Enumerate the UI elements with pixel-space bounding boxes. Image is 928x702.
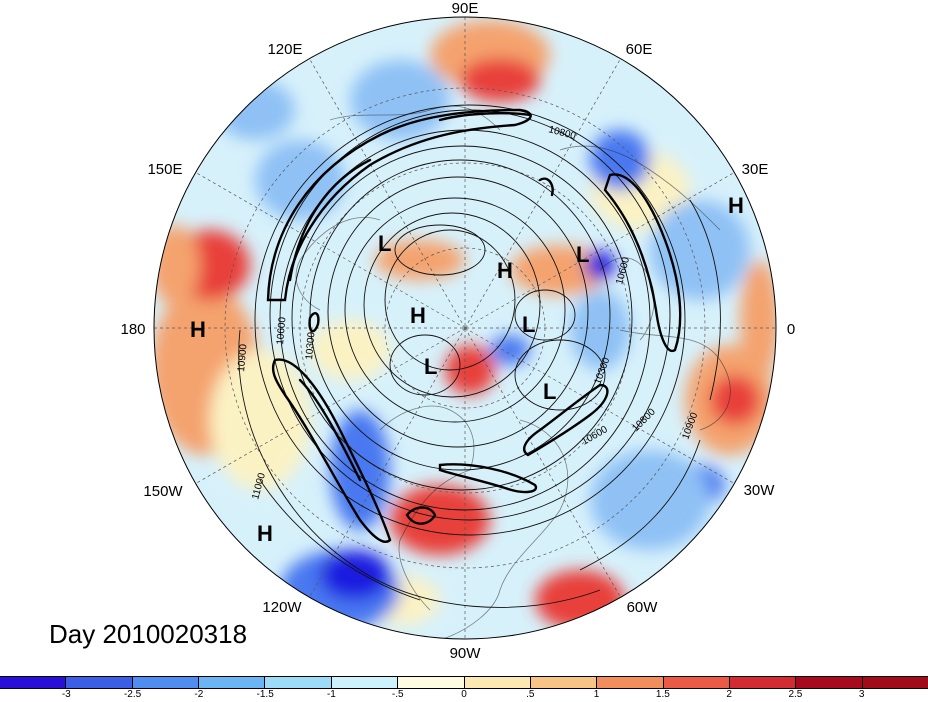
lon-label-90e: 90E — [452, 0, 479, 17]
colorbar-tick-label: 1 — [593, 689, 600, 700]
lon-label-60w: 60W — [627, 599, 659, 616]
low-center: L — [424, 354, 437, 379]
colorbar-swatch — [0, 677, 67, 688]
high-center: H — [190, 317, 206, 342]
colorbar-tick-label: -2 — [194, 689, 204, 700]
contour-label: 10300 — [304, 331, 317, 360]
lon-label-150e: 150E — [147, 161, 182, 178]
colorbar-tick-label: .5 — [526, 689, 535, 700]
lon-label-30w: 30W — [744, 482, 776, 499]
lon-label-0: 0 — [787, 321, 795, 338]
colorbar-swatch — [597, 677, 664, 688]
colorbar-tick-label: -2.5 — [123, 689, 142, 700]
jet-contours — [266, 108, 682, 543]
colorbar-tick-label: -.5 — [391, 689, 404, 700]
colorbar-swatch — [862, 677, 928, 688]
low-center: L — [522, 312, 535, 337]
colorbar-tick-label: -3 — [61, 689, 71, 700]
coastlines — [295, 105, 731, 639]
colorbar-swatch — [132, 677, 200, 688]
lon-label-120w: 120W — [262, 599, 302, 616]
colorbar-tick-label: 0 — [461, 689, 467, 700]
colorbar-swatch — [464, 677, 531, 688]
colorbar-swatch — [530, 677, 598, 688]
lon-label-150w: 150W — [143, 483, 183, 500]
colorbar-tick-label: -1 — [326, 689, 336, 700]
graticule — [154, 17, 776, 639]
colorbar-swatch — [331, 677, 399, 688]
colorbar-tick-label: 2.5 — [788, 689, 803, 700]
high-center: H — [497, 258, 513, 283]
colorbar — [0, 676, 928, 689]
lon-label-90w: 90W — [450, 645, 482, 662]
colorbar-swatch — [663, 677, 730, 688]
contour-label: 10600 — [275, 316, 288, 345]
height-contours — [238, 104, 721, 608]
colorbar-tick-label: 3 — [858, 689, 865, 700]
lon-label-60e: 60E — [626, 41, 653, 58]
colorbar-tick-label: -1.5 — [256, 689, 274, 700]
low-center: L — [543, 379, 556, 404]
high-center: H — [728, 193, 744, 218]
colorbar-swatch — [265, 677, 332, 688]
date-label: Day 2010020318 — [49, 619, 248, 649]
lon-label-120e: 120E — [267, 41, 302, 58]
lon-label-180: 180 — [120, 321, 145, 338]
colorbar-swatch — [729, 677, 797, 688]
contour-label: 10900 — [236, 343, 249, 372]
high-center: H — [257, 521, 273, 546]
polar-map: 10800 10900 10600 10300 11000 10600 1080… — [120, 0, 795, 662]
high-center: H — [410, 303, 426, 328]
colorbar-swatch — [66, 677, 133, 688]
colorbar-ticks: -3 -2.5 -2 -1.5 -1 -.5 0 .5 1 1.5 2 2.5 3 — [0, 689, 928, 702]
colorbar-tick-label: 1.5 — [655, 689, 670, 700]
lon-label-30e: 30E — [742, 161, 769, 178]
low-center: L — [576, 242, 589, 267]
colorbar-swatch — [199, 677, 266, 688]
colorbar-swatch — [398, 677, 465, 688]
colorbar-tick-label: 2 — [726, 689, 732, 700]
colorbar-swatch — [796, 677, 863, 688]
low-center: L — [378, 231, 391, 256]
